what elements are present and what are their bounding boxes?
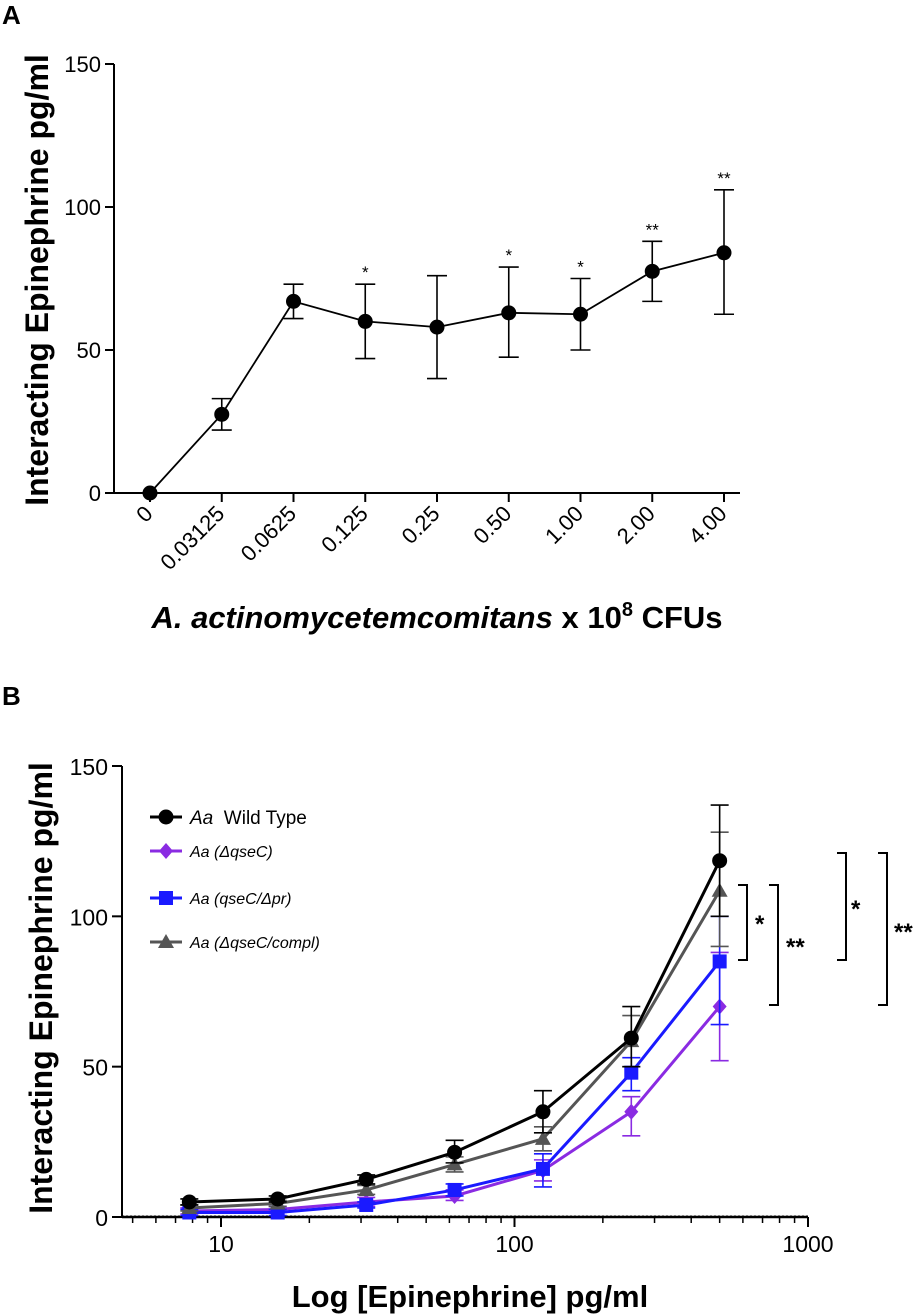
panel-a-error-bars (211, 189, 734, 431)
panel-a-point (644, 263, 660, 279)
panel-b-y-tick-label: 50 (82, 1055, 108, 1081)
panel-a-y-tick-label: 150 (64, 52, 101, 77)
panel-a-significance-mark: ** (717, 169, 731, 188)
panel-b-label: B (2, 681, 21, 711)
panel-a-x-tick-label: 0.25 (397, 501, 445, 549)
panel-a-x-tick-label: 0.0625 (236, 501, 301, 566)
panel-b-point (181, 1194, 197, 1210)
panel-a-x-tick-label: 0.50 (468, 501, 516, 549)
panel-b-axes (121, 766, 808, 1219)
panel-a-points (142, 245, 732, 501)
significance-bracket (878, 852, 888, 1006)
panel-b-significance-brackets: ****** (738, 852, 913, 1006)
panel-a-point (286, 293, 301, 309)
legend-swatch-marker (158, 809, 174, 825)
panel-b-x-tick-label: 10 (208, 1231, 234, 1257)
legend-label: Aa (ΔqseC/compl) (189, 935, 320, 952)
panel-b-x-tick-label: 100 (495, 1231, 533, 1257)
significance-mark: ** (894, 919, 913, 946)
panel-a-significance-mark: ** (646, 220, 660, 239)
significance-bracket (837, 852, 847, 961)
panel-a-x-tick-label: 0.03125 (155, 501, 229, 575)
panel-a-x-tick-label: 0 (131, 501, 157, 527)
panel-a-point (142, 485, 158, 501)
panel-b-point (624, 1065, 639, 1080)
panel-a-point (357, 313, 373, 329)
panel-b-series-group (180, 915, 729, 1220)
panel-b-point (624, 1103, 639, 1120)
panel-b-y-axis-label: Interacting Epinephrine pg/ml (23, 762, 59, 1214)
legend-swatch-marker (158, 934, 174, 948)
panel-b-series-group (180, 804, 729, 1210)
significance-mark: * (851, 896, 861, 923)
significance-bracket (769, 884, 779, 1006)
panel-b-series-line (189, 960, 721, 1214)
panel-b-legend: Aa Wild Type Aa (ΔqseC) Aa (qseC/Δpr) Aa (Δ… (150, 808, 320, 952)
panel-a-x-tick-label: 0.125 (316, 501, 373, 558)
panel-b-y-tick-label: 0 (95, 1205, 108, 1231)
panel-a-significance: ******* (362, 169, 731, 282)
panel-a-label: A (2, 0, 21, 30)
panel-b-point (358, 1171, 374, 1187)
panel-a-significance-mark: * (577, 258, 584, 277)
panel-a-significance-mark: * (362, 263, 369, 282)
panel-a-point (716, 245, 732, 261)
legend-swatch-marker (159, 843, 173, 859)
panel-a-y-tick-label: 100 (64, 195, 101, 220)
panel-b-point (358, 1181, 375, 1196)
panel-b-series-group (180, 951, 729, 1219)
panel-b-x-ticks: 10 100 1000 (131, 1217, 834, 1257)
panel-b-point (534, 1130, 551, 1145)
legend-label: Aa (ΔqseC) (189, 844, 273, 861)
panel-b-point (623, 1030, 639, 1046)
panel-b-series-line (189, 1005, 721, 1213)
panel-b-point (712, 954, 727, 969)
legend-swatch-marker (159, 891, 173, 905)
significance-bracket (738, 884, 748, 961)
panel-a-y-axis-label: Interacting Epinephrine pg/ml (19, 54, 55, 506)
panel-b-point (270, 1191, 286, 1207)
panel-a-point (429, 319, 445, 335)
panel-a-x-axis-label: A. actinomycetemcomitans x 108 CFUs (150, 599, 722, 635)
panel-a: A Interacting Epinephrine pg/ml 0 50 100 15… (2, 0, 740, 635)
panel-a-x-tick-label: 4.00 (684, 501, 732, 549)
panel-a-y-tick-label: 0 (89, 481, 101, 506)
panel-b-point (535, 1104, 551, 1120)
panel-b-point (447, 1182, 462, 1197)
panel-a-point (214, 406, 230, 422)
panel-b-point (712, 853, 728, 869)
panel-a-x-tick-label: 2.00 (612, 501, 660, 549)
panel-b-y-ticks: 0 50 100 150 (70, 754, 122, 1231)
panel-a-axes (113, 64, 740, 494)
panel-b-x-axis-label: Log [Epinephrine] pg/ml (292, 1279, 648, 1314)
panel-a-x-ticks: 00.03125 0.0625 0.125 0.25 0.50 1.00 2.00 4.00 (131, 493, 732, 575)
panel-b-y-tick-label: 100 (70, 904, 108, 930)
panel-b-y-tick-label: 150 (70, 754, 108, 780)
legend-label: Aa (qseC/Δpr) (189, 891, 291, 908)
panel-b: B Interacting Epinephrine pg/ml Log [Epi… (2, 681, 913, 1314)
panel-a-x-tick-label: 1.00 (540, 501, 588, 549)
significance-mark: * (755, 911, 765, 938)
significance-mark: ** (786, 934, 805, 961)
panel-a-significance-mark: * (505, 246, 512, 265)
panel-b-point (359, 1197, 374, 1212)
panel-a-point (573, 306, 588, 322)
panel-a-y-tick-label: 50 (77, 338, 101, 363)
panel-b-point (535, 1161, 550, 1176)
panel-b-x-tick-label: 1000 (782, 1231, 833, 1257)
legend-label: Aa Wild Type (189, 808, 307, 829)
panel-a-point (501, 305, 517, 321)
panel-b-point (447, 1144, 463, 1160)
panel-b-series (180, 804, 729, 1220)
panel-a-y-ticks: 0 50 100 150 (64, 52, 114, 506)
